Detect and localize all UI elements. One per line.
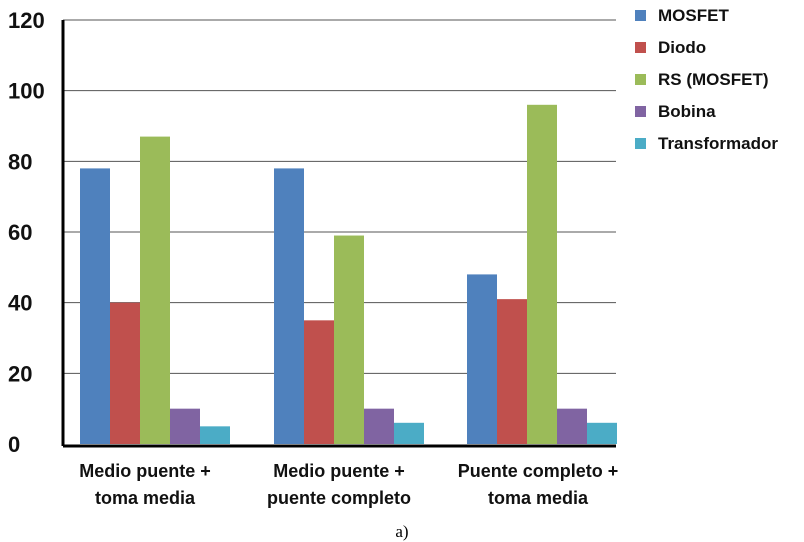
- bar-bobina: [557, 408, 587, 444]
- x-category-label: Medio puente +: [79, 461, 211, 481]
- y-tick-label: 0: [8, 432, 20, 457]
- bar-transformador: [394, 422, 424, 444]
- bar-rs-mosfet: [334, 235, 364, 444]
- bar-diodo: [497, 299, 527, 444]
- bar-mosfet: [274, 168, 304, 444]
- y-tick-label: 100: [8, 79, 45, 104]
- legend-label: RS (MOSFET): [658, 70, 769, 89]
- x-category-label: Puente completo +: [458, 461, 619, 481]
- bar-bobina: [170, 408, 200, 444]
- x-category-label: toma media: [95, 488, 196, 508]
- legend-swatch: [635, 106, 646, 117]
- x-category-label: puente completo: [267, 488, 411, 508]
- axes: [61, 20, 616, 448]
- legend-label: Diodo: [658, 38, 706, 57]
- y-tick-label: 120: [8, 8, 45, 33]
- bar-rs-mosfet: [140, 136, 170, 444]
- x-category-label: toma media: [488, 488, 589, 508]
- bar-transformador: [200, 426, 230, 444]
- legend-label: Transformador: [658, 134, 778, 153]
- bar-rs-mosfet: [527, 104, 557, 445]
- bar-transformador: [587, 422, 617, 444]
- y-tick-label: 20: [8, 361, 32, 386]
- y-tick-labels: 0 20 40 60 80 100 120: [8, 8, 45, 457]
- bar-mosfet: [467, 274, 497, 444]
- x-category-label: Medio puente +: [273, 461, 405, 481]
- legend: MOSFET Diodo RS (MOSFET) Bobina Transformado…: [635, 6, 778, 153]
- y-tick-label: 40: [8, 291, 32, 316]
- legend-label: Bobina: [658, 102, 716, 121]
- legend-swatch: [635, 74, 646, 85]
- bar-bobina: [364, 408, 394, 444]
- figure-caption: a): [395, 522, 408, 541]
- legend-swatch: [635, 10, 646, 21]
- legend-label: MOSFET: [658, 6, 729, 25]
- bars: [80, 104, 617, 445]
- bar-diodo: [110, 302, 140, 444]
- y-tick-label: 80: [8, 149, 32, 174]
- bar-diodo: [304, 320, 334, 444]
- legend-swatch: [635, 42, 646, 53]
- x-category-labels: Medio puente + toma media Medio puente + pu…: [79, 461, 618, 508]
- legend-swatch: [635, 138, 646, 149]
- bar-mosfet: [80, 168, 110, 444]
- y-tick-label: 60: [8, 220, 32, 245]
